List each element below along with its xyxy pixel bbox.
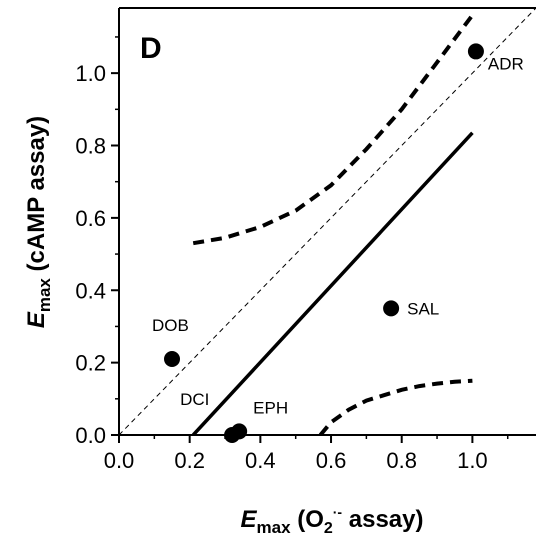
y-tick-label: 0.2: [75, 351, 106, 376]
x-tick-label: 0.8: [386, 448, 417, 473]
point-label-dob: DOB: [152, 316, 189, 335]
point-label-dci: DCI: [180, 390, 209, 409]
y-axis-title: Emax (cAMP assay): [23, 116, 54, 328]
x-axis-title-o2-sup: ·-: [333, 504, 343, 520]
y-axis-title-sub: max: [35, 278, 54, 313]
x-axis-title-sub: max: [257, 518, 292, 537]
panel-letter: D: [140, 32, 162, 65]
data-point-dob: [164, 351, 181, 368]
x-axis-title-close: assay): [342, 506, 423, 533]
y-tick-label: 0.6: [75, 206, 106, 231]
x-axis-title-open: (O: [291, 506, 324, 533]
x-tick-label: 0.4: [245, 448, 276, 473]
x-tick-label: 0.0: [104, 448, 135, 473]
identity-line: [119, 8, 536, 435]
confidence-band-lower: [318, 378, 473, 435]
data-points: [164, 43, 484, 443]
point-labels: ADR SAL DOB EPH DCI: [152, 54, 524, 417]
x-tick-label: 0.2: [174, 448, 205, 473]
point-label-eph: EPH: [253, 398, 288, 417]
y-tick-label: 0.0: [75, 423, 106, 448]
confidence-band-upper: [192, 14, 475, 246]
x-axis-title-main: E: [240, 506, 257, 533]
x-tick-label: 0.6: [316, 448, 347, 473]
point-label-sal: SAL: [407, 299, 439, 318]
x-axis-title: Emax (O2·- assay): [240, 504, 423, 537]
axes: 0.0 0.2 0.4 0.6 0.8 1.0 0.0 0.2 0.4 0.6 0.8 1.0: [75, 7, 536, 473]
y-tick-label: 0.8: [75, 134, 106, 159]
y-tick-label: 0.4: [75, 278, 106, 303]
fit-lines: [119, 8, 536, 435]
regression-line: [191, 131, 474, 435]
x-axis-title-o2-sub: 2: [324, 520, 333, 537]
y-axis-title-main: E: [23, 311, 50, 328]
data-point-dci: [224, 427, 241, 443]
y-axis-title-rest: (cAMP assay): [23, 116, 50, 278]
data-point-adr: [467, 43, 484, 60]
data-point-sal: [383, 300, 400, 317]
x-tick-label: 1.0: [457, 448, 488, 473]
point-label-adr: ADR: [488, 54, 524, 73]
y-tick-label: 1.0: [75, 61, 106, 86]
